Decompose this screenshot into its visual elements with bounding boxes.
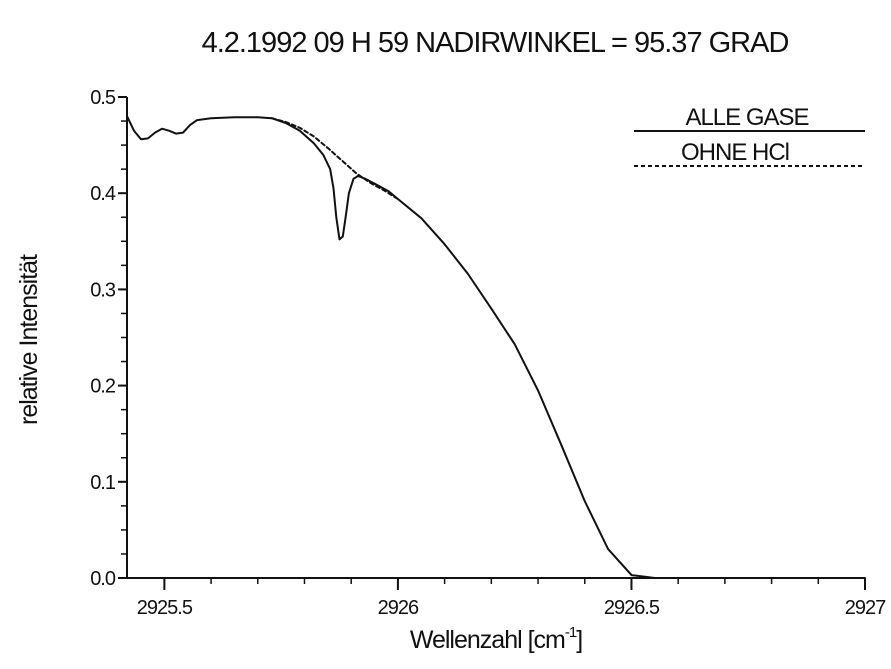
- y-tick-label: 0.5: [90, 87, 116, 109]
- series-point: [154, 132, 155, 133]
- series-point: [285, 121, 286, 122]
- series-point: [421, 218, 422, 219]
- series-point: [369, 182, 370, 183]
- series-point: [342, 236, 343, 237]
- series-point: [397, 198, 398, 199]
- series-point: [323, 154, 324, 155]
- series-point: [537, 390, 538, 391]
- series-point: [654, 577, 655, 578]
- series-point: [168, 130, 169, 131]
- y-tick-label: 0.1: [90, 472, 116, 494]
- series-point: [678, 577, 679, 578]
- chart-title: 4.2.1992 09 H 59 NADIRWINKEL = 95.37 GRA…: [202, 27, 789, 59]
- legend-label-alle-gase: ALLE GASE: [685, 104, 808, 131]
- y-tick-label: 0.4: [90, 183, 116, 205]
- series-point: [147, 138, 148, 139]
- series-point: [724, 577, 725, 578]
- series-point: [491, 308, 492, 309]
- series-point: [341, 160, 342, 161]
- x-axis-label-end: ]: [576, 626, 582, 654]
- series-point: [161, 128, 162, 129]
- legend-label-ohne-hcl: OHNE HCl: [681, 139, 789, 166]
- series-lines: [126, 115, 866, 579]
- y-minor-ticks: [121, 96, 127, 579]
- x-tick-label: 2925.5: [137, 597, 193, 619]
- series-point: [514, 344, 515, 345]
- series-point: [561, 445, 562, 446]
- series-line-ohne-hcl: [270, 117, 399, 200]
- series-point: [348, 193, 349, 194]
- series-line-alle-gase: [126, 115, 866, 579]
- series-point: [196, 119, 197, 120]
- x-axis-label: Wellenzahl [cm-1]: [410, 624, 582, 654]
- legend: ALLE GASE OHNE HCl: [634, 104, 865, 167]
- series-point: [140, 139, 141, 140]
- series-point: [330, 169, 331, 170]
- y-tick-label: 0.3: [90, 279, 116, 301]
- x-axis-label-main: Wellenzahl [cm: [410, 626, 565, 654]
- series-point: [257, 117, 258, 118]
- series-point: [299, 127, 300, 128]
- series-point: [313, 143, 314, 144]
- series-point: [327, 147, 328, 148]
- x-tick-labels: 2925.5 2926 2926.5 2927: [137, 578, 887, 619]
- series-point: [339, 239, 340, 240]
- series-point: [864, 577, 865, 578]
- series-point: [271, 118, 272, 119]
- series-point: [353, 178, 354, 179]
- series-point: [608, 549, 609, 550]
- y-tick-labels: 0.0 0.1 0.2 0.3 0.4 0.5: [90, 87, 127, 590]
- x-tick-label: 2926.5: [604, 597, 660, 619]
- series-point: [355, 172, 356, 173]
- x-tick-label: 2927: [845, 597, 886, 619]
- y-tick-label: 0.2: [90, 376, 116, 398]
- series-point: [133, 130, 134, 131]
- series-point: [175, 133, 176, 134]
- series-point: [299, 130, 300, 131]
- series-point: [333, 188, 334, 189]
- series-point: [210, 118, 211, 119]
- y-tick-label: 0.0: [90, 568, 116, 590]
- series-point: [189, 124, 190, 125]
- series-point: [234, 117, 235, 118]
- series-point: [467, 273, 468, 274]
- series-point: [444, 244, 445, 245]
- x-tick-label: 2926: [378, 597, 419, 619]
- series-point: [383, 190, 384, 191]
- series-point: [345, 217, 346, 218]
- series-point: [771, 577, 772, 578]
- series-point: [818, 577, 819, 578]
- series-point: [631, 575, 632, 576]
- series-point: [182, 132, 183, 133]
- series-point: [336, 217, 337, 218]
- x-axis-label-sup: -1: [565, 624, 577, 641]
- series-point: [388, 191, 389, 192]
- series-point: [313, 136, 314, 137]
- series-point: [584, 500, 585, 501]
- axes: [126, 97, 866, 590]
- y-axis-label: relative Intensität: [15, 254, 43, 425]
- series-point: [126, 116, 127, 117]
